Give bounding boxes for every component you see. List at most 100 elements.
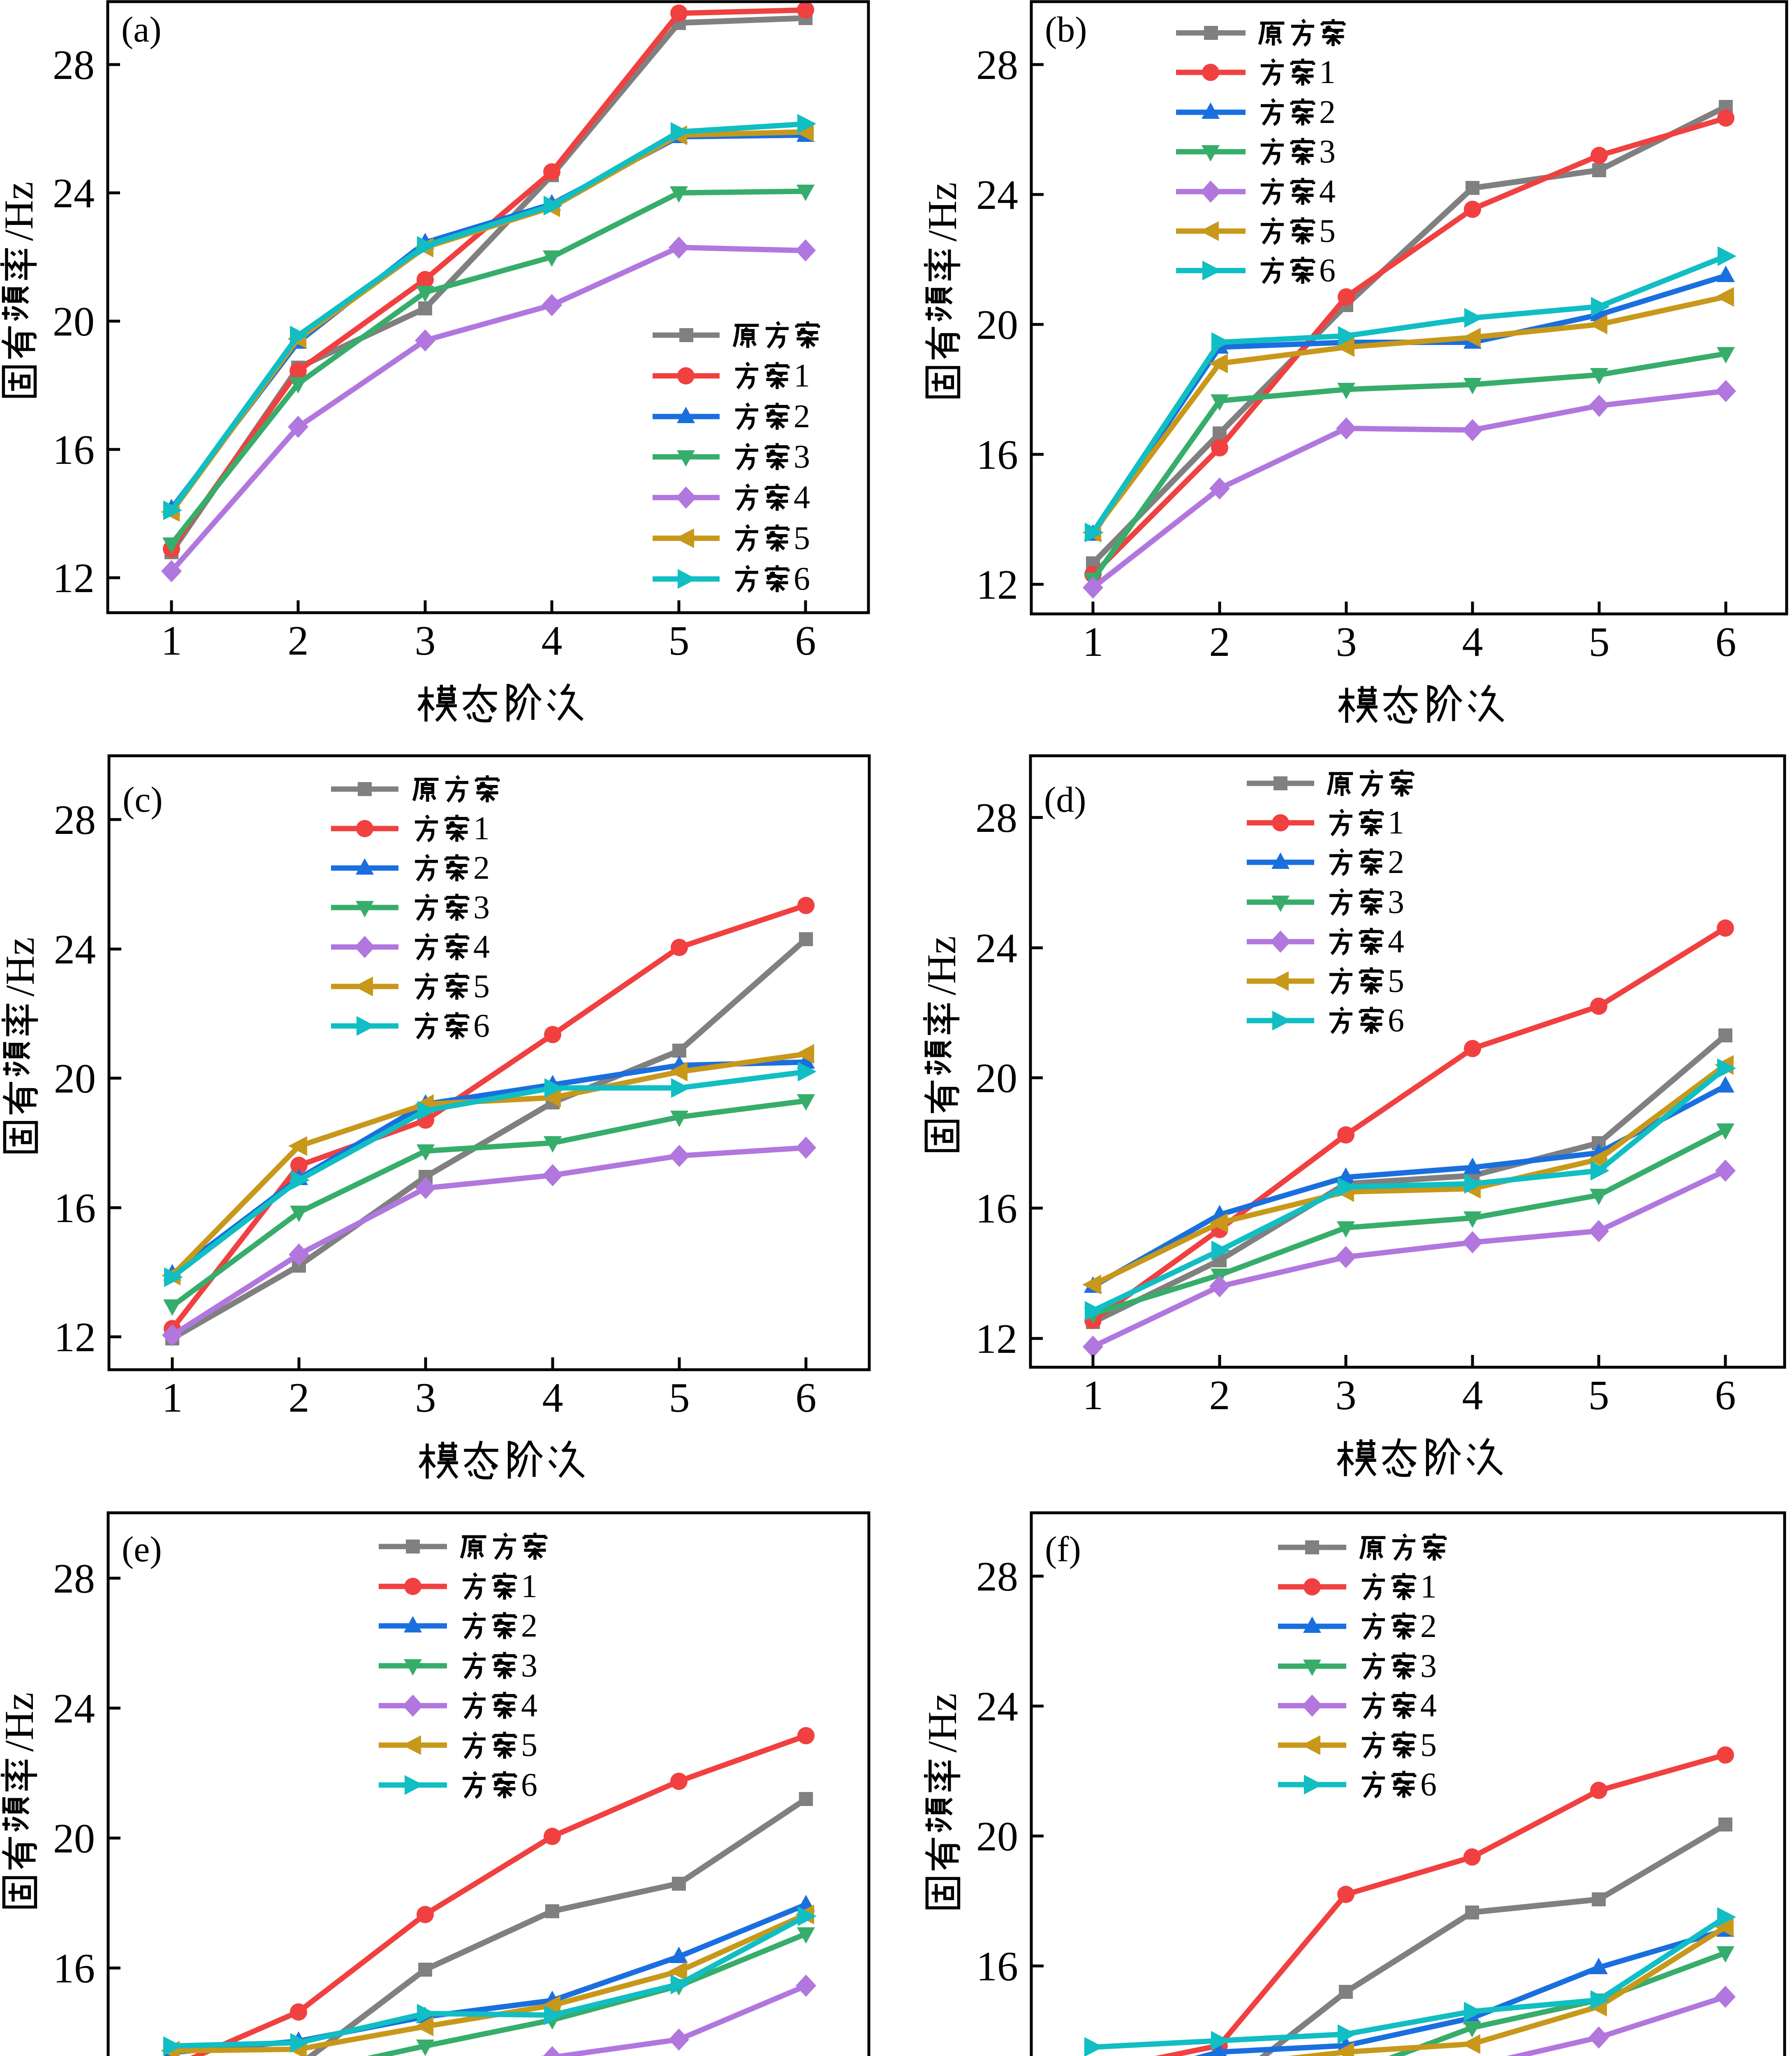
svg-text:2: 2 bbox=[1209, 1372, 1230, 1419]
svg-text:1: 1 bbox=[1083, 1372, 1104, 1419]
svg-text:4: 4 bbox=[1420, 1688, 1437, 1724]
svg-text:2: 2 bbox=[1388, 844, 1404, 880]
svg-text:12: 12 bbox=[975, 1316, 1017, 1362]
svg-text:16: 16 bbox=[53, 427, 95, 473]
svg-text:/Hz: /Hz bbox=[0, 1692, 42, 1752]
svg-text:3: 3 bbox=[415, 1375, 436, 1421]
svg-text:(d): (d) bbox=[1044, 780, 1086, 820]
svg-text:1: 1 bbox=[1420, 1569, 1437, 1605]
svg-text:/Hz: /Hz bbox=[919, 1693, 965, 1753]
svg-text:2: 2 bbox=[1319, 94, 1336, 130]
svg-text:24: 24 bbox=[53, 1686, 95, 1732]
svg-text:24: 24 bbox=[54, 926, 96, 973]
svg-text:20: 20 bbox=[53, 1815, 95, 1862]
svg-text:4: 4 bbox=[521, 1688, 537, 1724]
svg-text:(c): (c) bbox=[123, 780, 163, 820]
svg-text:3: 3 bbox=[1420, 1648, 1437, 1684]
svg-text:28: 28 bbox=[54, 797, 96, 843]
svg-text:2: 2 bbox=[288, 618, 309, 664]
svg-text:2: 2 bbox=[794, 398, 810, 435]
svg-text:4: 4 bbox=[542, 618, 563, 664]
svg-text:28: 28 bbox=[53, 42, 95, 88]
svg-text:4: 4 bbox=[542, 1375, 563, 1421]
svg-text:16: 16 bbox=[976, 1943, 1018, 1990]
svg-text:20: 20 bbox=[976, 302, 1018, 348]
svg-text:1: 1 bbox=[473, 810, 490, 847]
svg-text:(e): (e) bbox=[122, 1530, 162, 1570]
svg-text:20: 20 bbox=[976, 1813, 1018, 1860]
svg-text:28: 28 bbox=[53, 1556, 95, 1602]
svg-text:1: 1 bbox=[794, 358, 810, 394]
svg-text:/Hz: /Hz bbox=[0, 937, 43, 996]
svg-text:28: 28 bbox=[976, 1554, 1018, 1600]
svg-text:3: 3 bbox=[415, 618, 436, 664]
svg-text:16: 16 bbox=[54, 1185, 96, 1232]
svg-text:20: 20 bbox=[54, 1056, 96, 1102]
svg-text:6: 6 bbox=[473, 1008, 490, 1044]
svg-text:6: 6 bbox=[794, 561, 810, 597]
svg-text:5: 5 bbox=[669, 1375, 690, 1421]
svg-text:5: 5 bbox=[521, 1727, 537, 1763]
svg-text:(f): (f) bbox=[1045, 1530, 1081, 1570]
svg-text:5: 5 bbox=[669, 618, 690, 664]
svg-text:5: 5 bbox=[1319, 213, 1336, 249]
svg-text:/Hz: /Hz bbox=[919, 936, 964, 995]
svg-text:3: 3 bbox=[1336, 619, 1357, 665]
svg-text:20: 20 bbox=[53, 299, 95, 345]
svg-text:2: 2 bbox=[1420, 1608, 1437, 1644]
svg-text:3: 3 bbox=[521, 1648, 537, 1684]
svg-text:(a): (a) bbox=[121, 10, 162, 50]
svg-text:2: 2 bbox=[1209, 619, 1230, 665]
svg-text:20: 20 bbox=[975, 1055, 1017, 1102]
svg-text:4: 4 bbox=[1462, 619, 1483, 665]
svg-text:6: 6 bbox=[795, 618, 816, 664]
svg-text:4: 4 bbox=[473, 929, 490, 965]
svg-text:6: 6 bbox=[1388, 1003, 1404, 1039]
svg-text:3: 3 bbox=[473, 889, 490, 926]
svg-text:12: 12 bbox=[976, 562, 1018, 608]
svg-text:3: 3 bbox=[1319, 134, 1336, 170]
svg-text:28: 28 bbox=[976, 42, 1018, 88]
svg-text:(b): (b) bbox=[1045, 10, 1087, 50]
svg-text:3: 3 bbox=[794, 439, 810, 475]
svg-text:1: 1 bbox=[162, 1375, 183, 1421]
svg-text:5: 5 bbox=[1588, 1372, 1609, 1419]
svg-text:5: 5 bbox=[794, 520, 810, 556]
svg-text:1: 1 bbox=[1319, 54, 1336, 90]
svg-text:1: 1 bbox=[1388, 805, 1404, 841]
svg-text:24: 24 bbox=[976, 172, 1018, 218]
svg-text:6: 6 bbox=[1420, 1767, 1437, 1803]
svg-text:1: 1 bbox=[521, 1568, 537, 1605]
svg-text:4: 4 bbox=[1319, 174, 1336, 210]
svg-text:6: 6 bbox=[1716, 619, 1736, 665]
svg-text:24: 24 bbox=[976, 1683, 1018, 1730]
svg-text:24: 24 bbox=[53, 170, 95, 217]
svg-text:/Hz: /Hz bbox=[0, 182, 42, 241]
svg-text:5: 5 bbox=[1589, 619, 1610, 665]
svg-text:5: 5 bbox=[473, 968, 490, 1005]
svg-text:6: 6 bbox=[796, 1375, 817, 1421]
svg-text:2: 2 bbox=[473, 850, 490, 886]
svg-text:3: 3 bbox=[1336, 1372, 1357, 1419]
svg-text:4: 4 bbox=[794, 479, 810, 516]
svg-text:16: 16 bbox=[976, 432, 1018, 478]
svg-text:/Hz: /Hz bbox=[919, 182, 965, 241]
svg-text:12: 12 bbox=[54, 1314, 96, 1361]
svg-text:2: 2 bbox=[289, 1375, 310, 1421]
svg-text:12: 12 bbox=[53, 555, 95, 602]
svg-text:4: 4 bbox=[1388, 924, 1404, 960]
svg-text:2: 2 bbox=[521, 1608, 537, 1644]
svg-text:1: 1 bbox=[161, 618, 182, 664]
svg-text:1: 1 bbox=[1083, 619, 1104, 665]
svg-text:6: 6 bbox=[521, 1767, 537, 1803]
svg-text:5: 5 bbox=[1420, 1727, 1437, 1763]
svg-text:6: 6 bbox=[1715, 1372, 1736, 1419]
svg-text:4: 4 bbox=[1462, 1372, 1483, 1419]
svg-text:16: 16 bbox=[53, 1945, 95, 1992]
svg-text:5: 5 bbox=[1388, 963, 1404, 999]
svg-text:6: 6 bbox=[1319, 252, 1336, 289]
svg-text:28: 28 bbox=[975, 795, 1017, 841]
svg-text:3: 3 bbox=[1388, 884, 1404, 920]
svg-text:16: 16 bbox=[975, 1185, 1017, 1232]
svg-text:24: 24 bbox=[975, 925, 1017, 972]
